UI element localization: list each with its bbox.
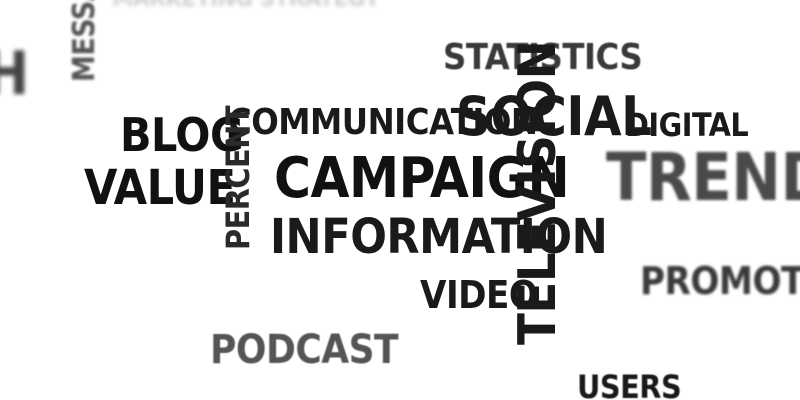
word-information: INFORMATION (270, 209, 608, 265)
word-campaign: CAMPAIGN (274, 146, 570, 211)
word-video: VIDEO (420, 273, 538, 317)
word-promotion: PROMOTION (640, 259, 800, 303)
word-digital: DIGITAL (625, 106, 749, 144)
word-percent: PERCENT (219, 106, 257, 250)
word-social: SOCIAL (456, 85, 652, 148)
word-users: USERS (577, 368, 682, 400)
word-trend: TREND (606, 139, 800, 216)
word-left-h: H (0, 44, 29, 104)
word-top-faded: MARKETING STRATEGY (112, 0, 380, 10)
word-communication: COMMUNICATION (228, 102, 538, 143)
word-blog: BLOG (120, 108, 244, 162)
word-messages: MESSAGES (67, 0, 102, 82)
word-value: VALUE (84, 160, 236, 216)
word-statistics: STATISTICS (443, 37, 643, 78)
word-podcast: PODCAST (210, 327, 399, 373)
